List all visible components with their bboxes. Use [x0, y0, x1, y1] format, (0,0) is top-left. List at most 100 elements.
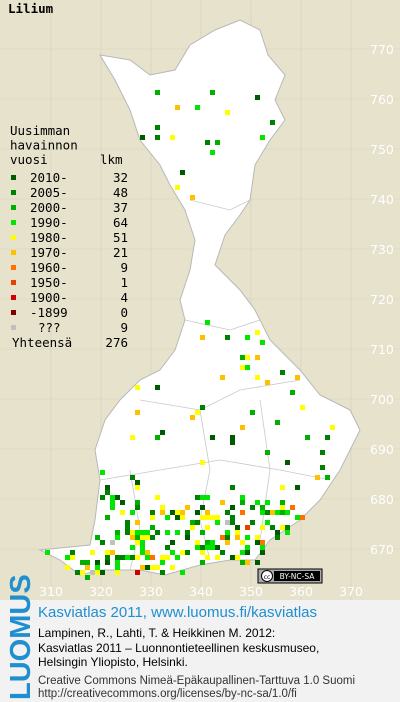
- observation-square: [180, 170, 185, 175]
- observation-square: [105, 515, 110, 520]
- observation-square: [275, 535, 280, 540]
- observation-square: [115, 495, 120, 500]
- observation-square: [180, 550, 185, 555]
- observation-square: [65, 555, 70, 560]
- observation-square: [130, 510, 135, 515]
- observation-square: [145, 535, 150, 540]
- observation-square: [155, 385, 160, 390]
- legend-heading: vuosi: [10, 152, 48, 167]
- observation-square: [170, 135, 175, 140]
- observation-square: [65, 565, 70, 570]
- observation-square: [155, 125, 160, 130]
- observation-square: [105, 555, 110, 560]
- observation-square: [115, 565, 120, 570]
- observation-square: [125, 530, 130, 535]
- observation-dots: [45, 90, 335, 580]
- legend-swatch: [11, 265, 16, 270]
- observation-square: [160, 555, 165, 560]
- observation-square: [240, 500, 245, 505]
- observation-square: [210, 435, 215, 440]
- x-coordinate-label: 370: [339, 584, 363, 599]
- observation-square: [180, 510, 185, 515]
- observation-square: [100, 570, 105, 575]
- observation-square: [240, 510, 245, 515]
- legend-label: 2000-: [30, 200, 68, 215]
- citation-line: Lampinen, R., Lahti, T. & Heikkinen M. 2…: [38, 626, 275, 640]
- observation-square: [245, 335, 250, 340]
- observation-square: [225, 335, 230, 340]
- legend-label: ???: [38, 320, 61, 335]
- legend-count: 4: [120, 290, 128, 305]
- observation-square: [140, 135, 145, 140]
- y-coordinate-label: 760: [370, 92, 394, 107]
- legend-swatch: [11, 250, 16, 255]
- observation-square: [195, 520, 200, 525]
- legend-swatch: [11, 280, 16, 285]
- observation-square: [120, 500, 125, 505]
- observation-square: [135, 530, 140, 535]
- observation-square: [200, 560, 205, 565]
- observation-square: [110, 550, 115, 555]
- observation-square: [175, 105, 180, 110]
- observation-square: [200, 550, 205, 555]
- observation-square: [205, 140, 210, 145]
- observation-square: [245, 550, 250, 555]
- observation-square: [190, 415, 195, 420]
- x-coordinate-label: 340: [189, 584, 213, 599]
- observation-square: [135, 410, 140, 415]
- observation-square: [150, 525, 155, 530]
- legend-count: 9: [120, 320, 128, 335]
- observation-square: [155, 135, 160, 140]
- observation-square: [280, 505, 285, 510]
- observation-square: [155, 530, 160, 535]
- observation-square: [255, 375, 260, 380]
- observation-square: [185, 535, 190, 540]
- observation-square: [160, 560, 165, 565]
- observation-square: [130, 475, 135, 480]
- observation-square: [220, 535, 225, 540]
- observation-square: [265, 450, 270, 455]
- legend-count: 64: [113, 215, 128, 230]
- observation-square: [260, 340, 265, 345]
- observation-square: [140, 535, 145, 540]
- observation-square: [200, 530, 205, 535]
- legend-label: -1899: [30, 305, 68, 320]
- border: [184, 319, 261, 331]
- observation-square: [225, 510, 230, 515]
- observation-square: [210, 515, 215, 520]
- observation-square: [255, 355, 260, 360]
- observation-square: [245, 355, 250, 360]
- observation-square: [130, 535, 135, 540]
- observation-square: [205, 515, 210, 520]
- observation-square: [245, 535, 250, 540]
- observation-square: [160, 570, 165, 575]
- observation-square: [200, 515, 205, 520]
- observation-square: [130, 435, 135, 440]
- legend-count: 32: [113, 170, 128, 185]
- observation-square: [110, 540, 115, 545]
- cc-icon-text: cc: [264, 574, 271, 581]
- legend-label: 1960-: [30, 260, 68, 275]
- observation-square: [115, 530, 120, 535]
- y-coordinate-label: 740: [370, 192, 394, 207]
- observation-square: [250, 520, 255, 525]
- observation-square: [160, 430, 165, 435]
- observation-square: [230, 435, 235, 440]
- observation-square: [250, 410, 255, 415]
- observation-square: [205, 540, 210, 545]
- observation-square: [230, 485, 235, 490]
- y-coordinate-label: 670: [370, 542, 394, 557]
- observation-square: [240, 560, 245, 565]
- observation-square: [175, 515, 180, 520]
- observation-square: [135, 480, 140, 485]
- observation-square: [95, 535, 100, 540]
- observation-square: [230, 440, 235, 445]
- observation-square: [115, 535, 120, 540]
- observation-square: [295, 375, 300, 380]
- observation-square: [85, 560, 90, 565]
- observation-square: [215, 515, 220, 520]
- observation-square: [275, 420, 280, 425]
- observation-square: [100, 540, 105, 545]
- observation-square: [165, 545, 170, 550]
